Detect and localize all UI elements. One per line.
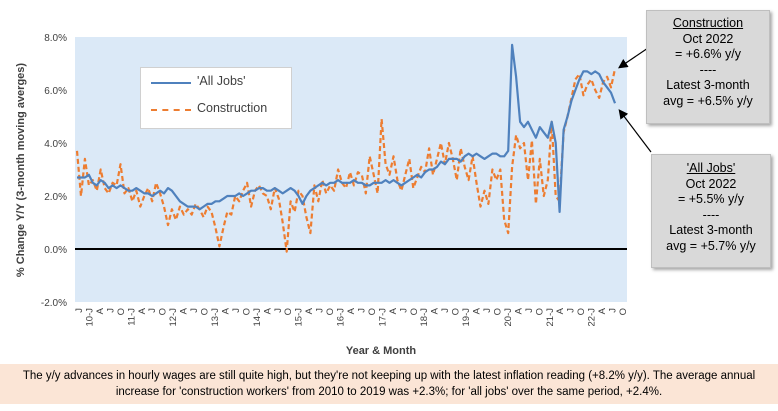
x-tick-label: A — [388, 307, 399, 314]
x-tick-label: A — [555, 307, 566, 314]
x-tick-label: O — [493, 308, 504, 315]
x-tick-label: A — [513, 307, 524, 314]
all-jobs-callout-avg-label: Latest 3-month — [669, 223, 753, 237]
x-tick-label: O — [618, 308, 629, 315]
y-axis-label: % Change Y/Y (3-month moving averges) — [15, 63, 27, 277]
legend-all-jobs-swatch — [151, 82, 191, 84]
x-tick-label: J — [608, 308, 619, 313]
x-tick-label: A — [137, 307, 148, 314]
x-tick-label: O — [534, 308, 545, 315]
x-axis-ticks: J 10-J A J O 11-J A J O 12-J A J O 13-J A J O 14-J A J O 15-J… — [74, 307, 629, 326]
legend-construction-swatch — [151, 109, 191, 111]
all-jobs-callout: 'All Jobs' Oct 2022 = +5.5% y/y ---- Lat… — [651, 154, 771, 268]
x-tick-label: J — [231, 308, 242, 313]
x-tick-label: O — [200, 308, 211, 315]
x-tick-label: J — [273, 308, 284, 313]
all-jobs-arrow — [618, 109, 652, 153]
construction-callout-value: = +6.6% y/y — [674, 47, 741, 61]
x-tick-label: 19-J — [461, 308, 472, 327]
x-axis-label: Year & Month — [346, 345, 417, 357]
x-tick-label: A — [304, 307, 315, 314]
x-tick-label: A — [262, 307, 273, 314]
all-jobs-callout-value: = +5.5% y/y — [677, 192, 744, 206]
construction-callout: Construction Oct 2022 = +6.6% y/y ---- L… — [646, 10, 770, 124]
x-tick-label: O — [451, 308, 462, 315]
all-jobs-callout-avg: avg = +5.7% y/y — [666, 238, 756, 253]
legend-construction: Construction — [197, 101, 268, 115]
x-tick-label: J — [566, 308, 577, 313]
x-tick-label: J — [189, 308, 200, 313]
x-tick-label: J — [315, 308, 326, 313]
x-tick-label: 22-J — [587, 308, 598, 327]
x-tick-label: O — [325, 308, 336, 315]
x-tick-label: A — [430, 307, 441, 314]
x-tick-label: 14-J — [252, 308, 263, 327]
x-tick-label: 10-J — [85, 308, 96, 327]
x-tick-label: O — [158, 308, 169, 315]
x-tick-label: J — [357, 308, 368, 313]
footnote: The y/y advances in hourly wages are sti… — [0, 364, 778, 404]
x-tick-label: A — [346, 307, 357, 314]
x-tick-label: A — [179, 307, 190, 314]
x-tick-label: O — [283, 308, 294, 315]
series-construction-line — [75, 68, 617, 253]
x-tick-label: 21-J — [545, 308, 556, 327]
x-tick-label: J — [524, 308, 535, 313]
construction-callout-avg-label: Latest 3-month — [666, 78, 750, 92]
line-chart: 8.0%6.0%4.0%2.0%0.0%-2.0% J 10-J A J O 11-J A J… — [15, 33, 652, 357]
x-tick-label: J — [74, 308, 85, 313]
y-axis-ticks: 8.0% 6.0% 4.0% 2.0% 0.0% -2.0% — [41, 33, 67, 309]
legend: 'All Jobs' Construction — [140, 67, 292, 129]
x-tick-label: J — [147, 308, 158, 313]
x-tick-label: J — [398, 308, 409, 313]
x-tick-label: 12-J — [168, 308, 179, 327]
x-tick-label: A — [221, 307, 232, 314]
x-tick-label: A — [95, 307, 106, 314]
y-tick-label: 2.0% — [44, 192, 67, 203]
all-jobs-callout-sep: ---- — [702, 207, 720, 222]
x-tick-label: O — [116, 308, 127, 315]
x-tick-label: O — [241, 308, 252, 315]
x-tick-label: 17-J — [377, 308, 388, 327]
x-tick-label: 18-J — [419, 308, 430, 327]
x-tick-label: O — [367, 308, 378, 315]
construction-callout-avg: avg = +6.5% y/y — [663, 93, 753, 108]
x-tick-label: A — [472, 307, 483, 314]
all-jobs-callout-date: Oct 2022 — [685, 176, 737, 191]
x-tick-label: O — [409, 308, 420, 315]
x-tick-label: 11-J — [126, 308, 137, 326]
series-group — [75, 43, 617, 253]
x-tick-label: A — [597, 307, 608, 314]
all-jobs-callout-title: 'All Jobs' — [686, 161, 736, 175]
x-tick-label: J — [440, 308, 451, 313]
y-tick-label: -2.0% — [41, 298, 67, 309]
x-tick-label: 15-J — [294, 308, 305, 327]
construction-callout-date: Oct 2022 — [682, 31, 734, 46]
x-tick-label: J — [482, 308, 493, 313]
y-tick-label: 8.0% — [44, 33, 67, 44]
construction-callout-sep: ---- — [699, 62, 717, 77]
y-tick-label: 0.0% — [44, 245, 67, 256]
x-tick-label: 20-J — [503, 308, 514, 327]
construction-arrow — [618, 47, 649, 69]
series-all-jobs-line — [77, 43, 617, 213]
x-tick-label: 13-J — [210, 308, 221, 327]
y-tick-label: 6.0% — [44, 86, 67, 97]
x-tick-label: J — [105, 308, 116, 313]
x-tick-label: 16-J — [336, 308, 347, 327]
construction-callout-title: Construction — [672, 16, 744, 30]
x-tick-label: O — [576, 308, 587, 315]
y-tick-label: 4.0% — [44, 139, 67, 150]
legend-all-jobs: 'All Jobs' — [197, 74, 246, 88]
